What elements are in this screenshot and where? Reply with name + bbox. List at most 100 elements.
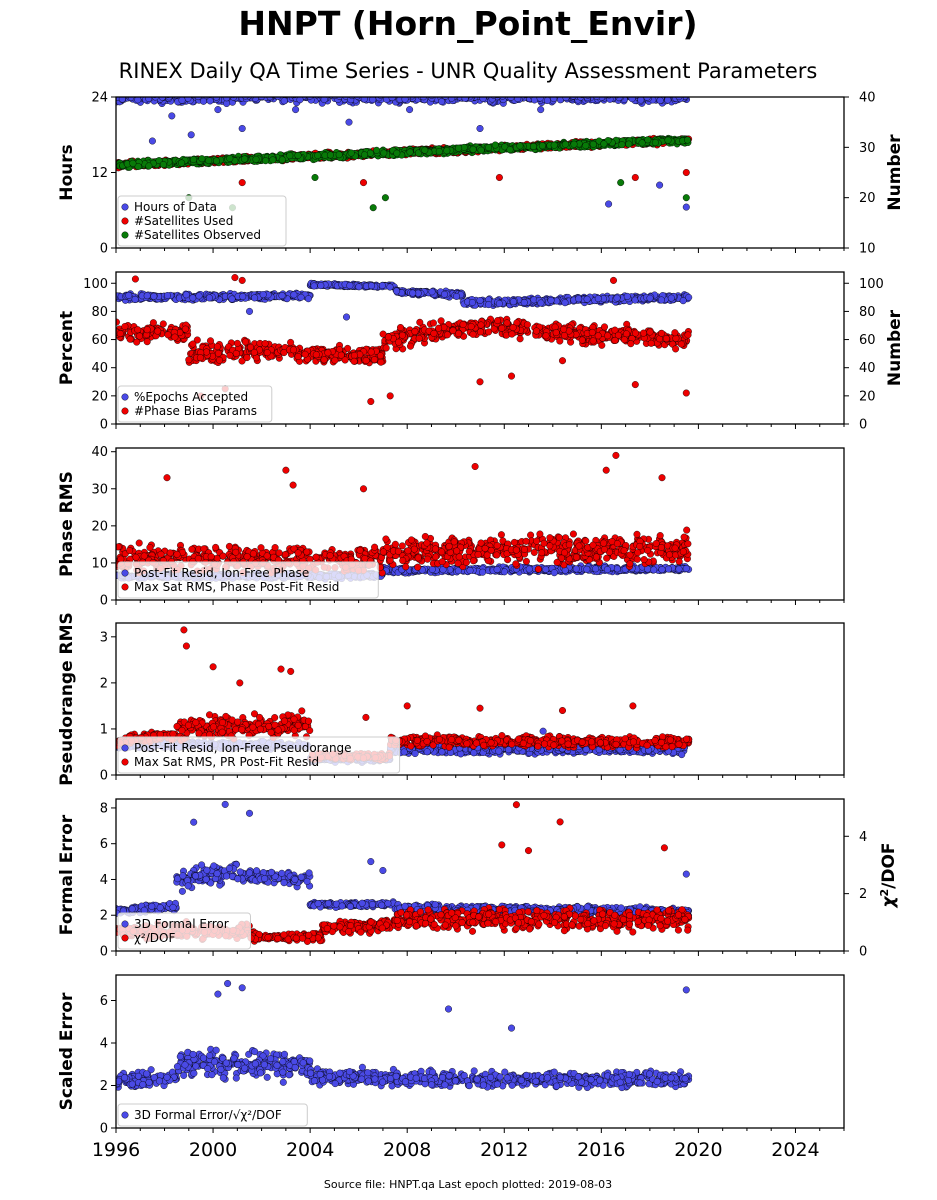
- data-point: [571, 97, 576, 98]
- data-point: [477, 328, 485, 336]
- data-point: [509, 88, 516, 95]
- y2-tick-label: 20: [859, 389, 876, 404]
- outlier-point: [682, 203, 690, 211]
- data-point: [241, 155, 249, 163]
- data-point: [598, 341, 606, 349]
- data-point: [508, 330, 516, 338]
- data-point: [320, 97, 328, 103]
- data-point: [551, 97, 555, 98]
- outlier-point: [617, 179, 625, 187]
- data-point: [671, 329, 679, 337]
- outlier-point: [495, 173, 503, 181]
- data-point: [582, 142, 590, 150]
- legend-marker: [121, 217, 129, 225]
- data-point: [371, 356, 379, 364]
- data-point: [205, 157, 213, 165]
- data-point: [623, 330, 631, 338]
- outlier-point: [238, 179, 246, 187]
- data-point: [393, 287, 401, 295]
- data-point: [366, 149, 374, 157]
- data-point: [305, 97, 309, 98]
- data-point: [182, 291, 190, 299]
- data-point: [409, 289, 417, 297]
- data-point: [134, 162, 142, 170]
- data-point: [360, 89, 367, 96]
- data-point: [140, 88, 147, 95]
- data-point: [523, 321, 531, 329]
- data-point: [335, 151, 343, 159]
- data-point: [661, 97, 666, 98]
- data-point: [278, 292, 286, 300]
- data-point: [455, 144, 463, 152]
- outlier-point: [238, 276, 246, 284]
- data-point: [136, 332, 144, 340]
- y2-axis-label: Number: [885, 134, 905, 211]
- data-point: [653, 89, 660, 96]
- data-point: [561, 140, 569, 148]
- y2-tick-label: 20: [859, 191, 876, 206]
- data-point: [537, 89, 544, 96]
- data-point: [266, 97, 274, 101]
- y-tick-label: 40: [91, 361, 108, 376]
- data-point: [407, 342, 415, 350]
- data-point: [361, 151, 369, 159]
- data-point: [498, 324, 506, 332]
- data-point: [430, 329, 438, 337]
- y2-tick-label: 0: [859, 418, 867, 433]
- data-point: [296, 97, 304, 104]
- data-point: [360, 97, 368, 103]
- data-point: [263, 349, 271, 357]
- data-point: [270, 90, 277, 97]
- data-point: [159, 320, 167, 328]
- y2-tick-label: 60: [859, 333, 876, 348]
- data-point: [378, 282, 386, 290]
- data-point: [651, 88, 658, 95]
- data-point: [606, 97, 614, 103]
- data-point: [514, 97, 522, 103]
- data-point: [289, 346, 297, 354]
- y-tick-label: 24: [91, 91, 108, 106]
- data-point: [623, 292, 631, 300]
- data-point: [239, 88, 246, 95]
- legend-label: Hours of Data: [134, 200, 217, 214]
- data-point: [294, 151, 302, 159]
- data-point: [143, 338, 151, 346]
- y2-tick-label: 30: [859, 141, 876, 156]
- data-point: [547, 296, 555, 304]
- y-axis-label: Hours: [57, 144, 77, 201]
- data-point: [116, 330, 124, 338]
- data-point: [637, 97, 645, 104]
- data-point: [215, 356, 223, 364]
- data-point: [259, 291, 267, 299]
- data-point: [378, 97, 382, 98]
- data-point: [249, 88, 256, 95]
- data-point: [408, 89, 415, 96]
- figure-subtitle: RINEX Daily QA Time Series - UNR Quality…: [119, 59, 818, 83]
- data-point: [368, 282, 376, 290]
- data-point: [664, 136, 672, 144]
- data-point: [159, 160, 167, 168]
- data-point: [237, 89, 244, 96]
- data-point: [189, 156, 197, 164]
- data-point: [226, 154, 234, 162]
- data-point: [443, 331, 451, 339]
- data-point: [509, 298, 517, 306]
- outlier-point: [238, 124, 246, 132]
- data-point: [331, 356, 339, 364]
- outlier-point: [292, 106, 300, 114]
- data-point: [627, 340, 635, 348]
- data-point: [194, 97, 202, 101]
- data-point: [560, 325, 568, 333]
- data-point: [243, 354, 251, 362]
- data-point: [662, 90, 669, 97]
- data-point: [118, 97, 126, 103]
- data-point: [421, 90, 428, 97]
- data-point: [302, 90, 309, 97]
- data-point: [400, 89, 407, 96]
- data-point: [485, 143, 493, 151]
- data-point: [261, 340, 269, 348]
- data-point: [416, 318, 424, 326]
